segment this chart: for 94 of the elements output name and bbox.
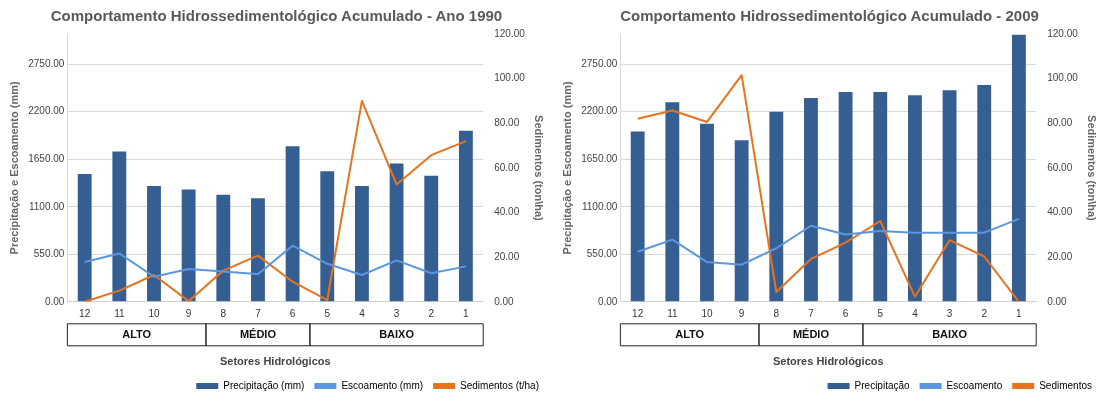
y-axis-title: Precipitação e Escoamento (mm) xyxy=(560,81,573,255)
bar xyxy=(320,171,335,302)
legend-label: Sedimentos (t/ha) xyxy=(460,379,540,391)
bar xyxy=(804,97,818,302)
y2-axis-title: Sedimentos (ton\ha) xyxy=(533,115,546,222)
bar xyxy=(907,95,922,302)
x-tick-label: 9 xyxy=(185,307,192,319)
x-tick-label: 9 xyxy=(738,307,745,319)
x-tick-label: 8 xyxy=(773,307,780,319)
bar xyxy=(285,146,300,302)
y2-tick-label: 60.00 xyxy=(1047,161,1073,173)
bar xyxy=(251,198,265,302)
text: ALTO xyxy=(675,327,705,340)
text: MÉDIO xyxy=(792,327,830,340)
x-tick-label: 2 xyxy=(428,307,435,319)
bar xyxy=(977,84,992,302)
x-axis-title: Setores Hidrológicos xyxy=(219,355,331,368)
legend-label: Precipitação (mm) xyxy=(223,379,305,391)
x-tick-label: 1 xyxy=(463,307,470,319)
bar xyxy=(181,189,196,302)
x-tick-label: 1 xyxy=(1016,307,1023,319)
x-tick-label: 5 xyxy=(877,307,884,319)
x-tick-label: 3 xyxy=(393,307,400,319)
y2-tick-label: 20.00 xyxy=(1047,250,1073,262)
x-tick-label: 6 xyxy=(842,307,849,319)
y2-tick-label: 120.00 xyxy=(1047,27,1079,39)
y2-tick-label: 80.00 xyxy=(1047,117,1073,129)
chart-title: Comportamento Hidrossedimentológico Acumulado - Ano 1990 xyxy=(50,7,503,25)
bar xyxy=(458,130,473,302)
bar xyxy=(630,131,645,302)
bar xyxy=(147,186,161,302)
legend-label: Escoamento (mm) xyxy=(341,379,424,391)
bar xyxy=(424,175,439,302)
x-tick-label: 3 xyxy=(946,307,953,319)
x-tick-label: 4 xyxy=(912,307,919,319)
y-tick-label: 2200.00 xyxy=(581,105,618,117)
legend-label: Sedimentos xyxy=(1039,379,1092,391)
y-tick-label: 1650.00 xyxy=(28,153,65,165)
x-tick-label: 8 xyxy=(220,307,227,319)
x-tick-label: 7 xyxy=(255,307,262,319)
x-tick-label: 10 xyxy=(701,307,713,319)
y-tick-label: 550.00 xyxy=(586,248,618,260)
y2-tick-label: 0.00 xyxy=(494,295,515,307)
y2-tick-label: 120.00 xyxy=(494,27,526,39)
bar xyxy=(77,173,92,302)
text: BAIXO xyxy=(932,327,968,340)
bar xyxy=(1011,34,1026,302)
y2-axis-title: Sedimentos (ton\ha) xyxy=(1086,115,1099,222)
x-tick-label: 5 xyxy=(324,307,331,319)
y-tick-label: 2200.00 xyxy=(28,105,65,117)
x-axis-title: Setores Hidrológicos xyxy=(772,355,884,368)
x-tick-label: 2 xyxy=(981,307,988,319)
y-tick-label: 1100.00 xyxy=(28,200,65,212)
x-tick-label: 12 xyxy=(632,307,644,319)
legend-label: Precipitação xyxy=(854,379,911,391)
bar xyxy=(700,123,714,302)
chart-title: Comportamento Hidrossedimentológico Acumulado - 2009 xyxy=(620,7,1039,25)
text: ALTO xyxy=(122,327,152,340)
y-tick-label: 2750.00 xyxy=(581,57,618,69)
x-tick-label: 10 xyxy=(148,307,160,319)
y2-tick-label: 100.00 xyxy=(494,72,526,84)
y2-tick-label: 80.00 xyxy=(494,117,520,129)
y-tick-label: 1650.00 xyxy=(581,153,618,165)
x-tick-label: 11 xyxy=(667,307,678,319)
legend-label: Escoamento xyxy=(946,379,1003,391)
x-tick-label: 11 xyxy=(114,307,125,319)
y2-tick-label: 60.00 xyxy=(494,161,520,173)
y-tick-label: 0.00 xyxy=(597,295,618,307)
y2-tick-label: 100.00 xyxy=(1047,72,1079,84)
x-tick-label: 6 xyxy=(289,307,296,319)
bar xyxy=(665,102,680,302)
bar xyxy=(389,163,404,302)
bar xyxy=(942,90,957,302)
text: MÉDIO xyxy=(239,327,277,340)
bar xyxy=(354,186,369,302)
x-tick-label: 4 xyxy=(359,307,366,319)
y2-tick-label: 40.00 xyxy=(494,206,520,218)
x-tick-label: 12 xyxy=(79,307,91,319)
y2-tick-label: 0.00 xyxy=(1047,295,1068,307)
y-tick-label: 2750.00 xyxy=(28,57,65,69)
bar xyxy=(838,91,853,302)
bar xyxy=(734,140,749,302)
bar xyxy=(873,91,888,302)
bar xyxy=(769,111,784,302)
x-tick-label: 7 xyxy=(808,307,815,319)
y-tick-label: 550.00 xyxy=(33,248,65,260)
y2-tick-label: 40.00 xyxy=(1047,206,1073,218)
y-tick-label: 1100.00 xyxy=(581,200,618,212)
text: BAIXO xyxy=(379,327,415,340)
bar xyxy=(112,151,127,302)
y-tick-label: 0.00 xyxy=(44,295,65,307)
y2-tick-label: 20.00 xyxy=(494,250,520,262)
bar xyxy=(216,194,231,302)
y-axis-title: Precipitação e Escoamento (mm) xyxy=(7,81,20,255)
